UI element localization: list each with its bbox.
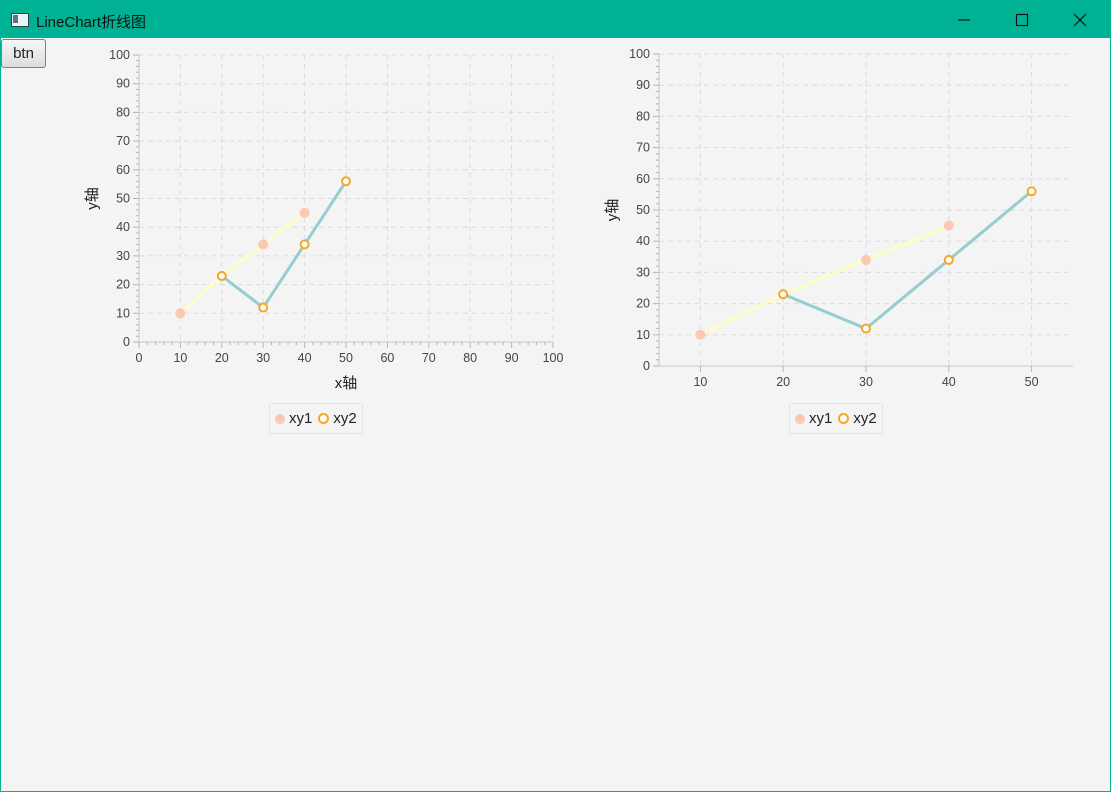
y-tick-label: 40 (116, 220, 130, 234)
close-icon (1073, 13, 1087, 27)
x-axis-title: x轴 (335, 375, 358, 392)
x-tick-label: 50 (1025, 375, 1039, 389)
legend-item-xy1: xy1 (795, 410, 832, 427)
x-tick-label: 80 (463, 351, 477, 365)
y-tick-label: 0 (643, 359, 650, 373)
legend-label-xy1: xy1 (289, 410, 313, 427)
point-xy2 (943, 254, 954, 265)
point-xy2 (861, 323, 871, 334)
legend-label-xy1: xy1 (809, 410, 833, 427)
legend-item-xy2: xy2 (318, 410, 357, 427)
x-tick-label: 30 (859, 375, 873, 389)
maximize-icon (1015, 13, 1029, 27)
grid (659, 53, 1073, 366)
point-xy2 (1026, 186, 1037, 197)
x-tick-label: 10 (693, 375, 707, 389)
y-tick-label: 10 (636, 328, 650, 342)
x-tick-label: 10 (173, 351, 187, 365)
point-xy1 (943, 220, 954, 231)
x-tick-label: 50 (339, 351, 353, 365)
y-tick-label: 90 (116, 77, 130, 91)
legend-symbol-xy2 (318, 413, 330, 424)
y-tick-label: 90 (636, 78, 650, 92)
legend-item-xy1: xy1 (275, 410, 312, 427)
y-tick-label: 80 (116, 105, 130, 119)
y-tick-label: 70 (116, 134, 130, 148)
x-tick-label: 20 (215, 351, 229, 365)
y-tick-label: 50 (636, 203, 650, 217)
x-tick-label: 20 (776, 375, 790, 389)
y-tick-label: 20 (116, 278, 130, 292)
y-tick-label: 20 (636, 297, 650, 311)
series-line-xy1 (179, 211, 306, 315)
x-tick-label: 100 (543, 351, 564, 365)
series-line-xy1 (699, 224, 950, 337)
legend-item-xy2: xy2 (838, 410, 877, 427)
y-tick-label: 100 (629, 47, 650, 61)
legend-right: xy1 xy2 (789, 403, 883, 434)
legend-left: xy1 xy2 (269, 403, 363, 434)
x-tick-label: 40 (942, 375, 956, 389)
x-tick-label: 70 (422, 351, 436, 365)
y-tick-label: 50 (116, 192, 130, 206)
x-tick-label: 90 (505, 351, 519, 365)
y-tick-label: 10 (116, 306, 130, 320)
app-window-icon (11, 13, 29, 27)
point-xy1 (695, 329, 706, 340)
y-tick-label: 100 (109, 48, 130, 62)
point-xy1 (299, 207, 310, 218)
grid (139, 54, 554, 342)
y-tick-label: 40 (636, 234, 650, 248)
point-xy2 (258, 302, 269, 313)
legend-symbol-xy1 (275, 413, 285, 424)
y-axis-title: y轴 (604, 199, 621, 222)
line-chart-left: 0 10 20 30 40 50 60 70 80 90 100 0 10 20 30 40 50 60 70 80 9… (84, 48, 564, 392)
maximize-button[interactable] (993, 1, 1051, 38)
y-axis-title: y轴 (84, 187, 101, 210)
point-xy2 (341, 176, 351, 187)
y-tick-label: 30 (116, 249, 130, 263)
series-line-xy2 (220, 180, 348, 310)
title-bar[interactable]: LineChart折线图 (1, 1, 1110, 38)
x-tick-label: 40 (298, 351, 312, 365)
x-tick-label: 0 (136, 351, 143, 365)
series-line-xy2 (782, 190, 1033, 331)
y-tick-label: 30 (636, 265, 650, 279)
point-xy2 (299, 239, 310, 250)
window-title: LineChart折线图 (36, 14, 147, 31)
point-xy1 (861, 254, 871, 265)
point-xy2 (778, 289, 789, 300)
y-tick-label: 60 (116, 163, 130, 177)
legend-symbol-xy2 (838, 413, 850, 424)
y-tick-label: 0 (123, 335, 130, 349)
x-tick-label: 30 (256, 351, 270, 365)
y-tick-label: 80 (636, 109, 650, 123)
legend-label-xy2: xy2 (853, 410, 877, 427)
close-button[interactable] (1051, 1, 1109, 38)
legend-symbol-xy1 (795, 413, 805, 424)
btn-button[interactable]: btn (1, 39, 46, 68)
point-xy1 (258, 239, 269, 250)
point-xy2 (216, 270, 227, 281)
line-chart-right: 0 10 20 30 40 50 60 70 80 90 100 10 20 30 40 50 y轴 (604, 47, 1073, 389)
minimize-button[interactable] (935, 1, 993, 38)
point-xy1 (175, 308, 186, 319)
x-tick-label: 60 (380, 351, 394, 365)
minimize-icon (958, 19, 970, 21)
legend-label-xy2: xy2 (333, 410, 357, 427)
y-tick-label: 60 (636, 172, 650, 186)
y-tick-label: 70 (636, 141, 650, 155)
